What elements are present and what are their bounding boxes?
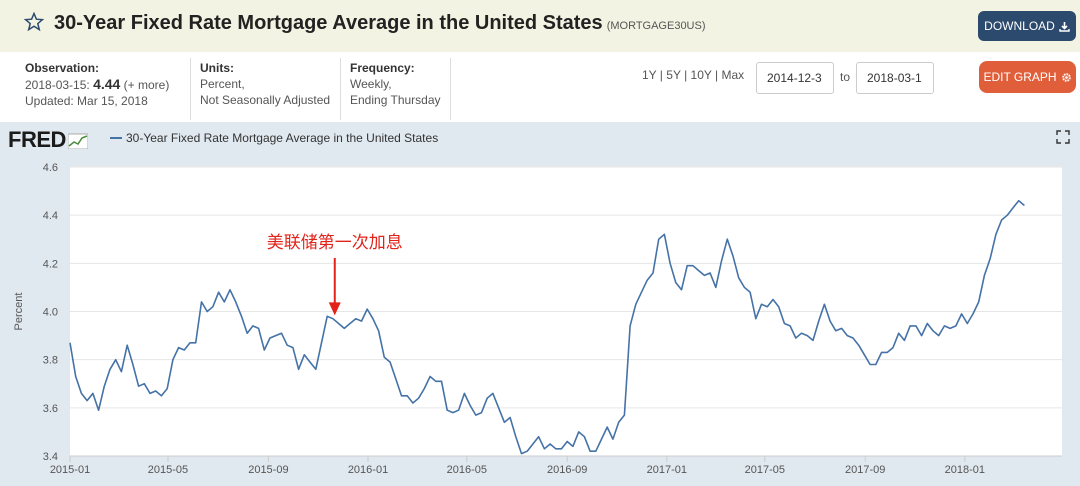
frequency-line2: Ending Thursday — [350, 93, 441, 107]
fred-logo-graph-icon — [67, 133, 89, 150]
units-block: Units: Percent, Not Seasonally Adjusted — [200, 60, 330, 108]
legend-label: 30-Year Fixed Rate Mortgage Average in t… — [126, 131, 439, 145]
y-tick-label: 4.4 — [43, 210, 58, 222]
x-tick-label: 2016-01 — [348, 464, 388, 476]
y-tick-label: 4.0 — [43, 307, 58, 319]
download-button[interactable]: DOWNLOAD — [978, 11, 1076, 41]
line-chart: 3.4 3.6 3.8 4.0 4.2 4.4 4.6 2015-01 2015-05 2015-… — [13, 162, 1062, 476]
star-icon[interactable] — [24, 12, 44, 32]
annotation-arrow-head — [328, 302, 341, 316]
series-title: 30-Year Fixed Rate Mortgage Average in t… — [54, 12, 603, 34]
updated-date: Updated: Mar 15, 2018 — [25, 94, 148, 108]
edit-graph-button[interactable]: EDIT GRAPH — [979, 61, 1076, 93]
y-tick-label: 3.8 — [43, 355, 58, 367]
fullscreen-icon[interactable] — [1056, 130, 1070, 144]
frequency-line1: Weekly, — [350, 77, 392, 91]
y-tick-label: 4.6 — [43, 162, 58, 174]
range-5y[interactable]: 5Y — [666, 68, 681, 82]
download-icon — [1059, 21, 1070, 32]
end-date-input[interactable] — [856, 62, 934, 94]
units-line2: Not Seasonally Adjusted — [200, 93, 331, 107]
divider — [450, 58, 451, 120]
to-label: to — [840, 70, 851, 84]
legend-swatch — [110, 137, 122, 139]
x-tick-label: 2015-09 — [248, 464, 288, 476]
range-1y[interactable]: 1Y — [642, 68, 657, 82]
download-label: DOWNLOAD — [984, 19, 1055, 33]
chart-legend: 30-Year Fixed Rate Mortgage Average in t… — [110, 131, 438, 145]
range-max[interactable]: Max — [721, 68, 745, 82]
x-tick-label: 2015-05 — [148, 464, 188, 476]
y-tick-label: 3.4 — [43, 451, 58, 463]
range-selector: 1Y | 5Y | 10Y | Max — [642, 68, 745, 82]
x-tick-label: 2017-05 — [745, 464, 785, 476]
divider — [340, 58, 341, 120]
x-tick-label: 2017-01 — [647, 464, 687, 476]
page-title: 30-Year Fixed Rate Mortgage Average in t… — [54, 12, 706, 35]
observation-value: 4.44 — [93, 76, 121, 92]
y-tick-label: 4.2 — [43, 258, 58, 270]
x-tick-label: 2015-01 — [50, 464, 90, 476]
frequency-block: Frequency: Weekly, Ending Thursday — [350, 60, 441, 108]
range-10y[interactable]: 10Y — [690, 68, 712, 82]
gear-icon — [1061, 72, 1071, 82]
units-line1: Percent, — [200, 77, 245, 91]
observation-date: 2018-03-15: — [25, 78, 90, 92]
x-tick-label: 2017-09 — [845, 464, 885, 476]
observation-more-link[interactable]: (+ more) — [123, 78, 170, 92]
annotation-text: 美联储第一次加息 — [267, 233, 403, 253]
series-id: (MORTGAGE30US) — [606, 20, 706, 32]
series-line — [69, 199, 1025, 455]
title-bar — [0, 0, 1080, 52]
frequency-label: Frequency: — [350, 61, 415, 75]
start-date-input[interactable] — [756, 62, 834, 94]
units-label: Units: — [200, 61, 234, 75]
observation-label: Observation: — [25, 61, 100, 75]
y-axis-label: Percent — [13, 293, 25, 331]
fred-logo: FRED — [8, 127, 89, 153]
observation-block: Observation: 2018-03-15: 4.44 (+ more) U… — [25, 60, 169, 109]
x-tick-label: 2018-01 — [945, 464, 985, 476]
edit-graph-label: EDIT GRAPH — [983, 70, 1057, 84]
x-tick-label: 2016-09 — [547, 464, 587, 476]
divider — [190, 58, 191, 120]
y-tick-label: 3.6 — [43, 403, 58, 415]
x-tick-label: 2016-05 — [447, 464, 487, 476]
